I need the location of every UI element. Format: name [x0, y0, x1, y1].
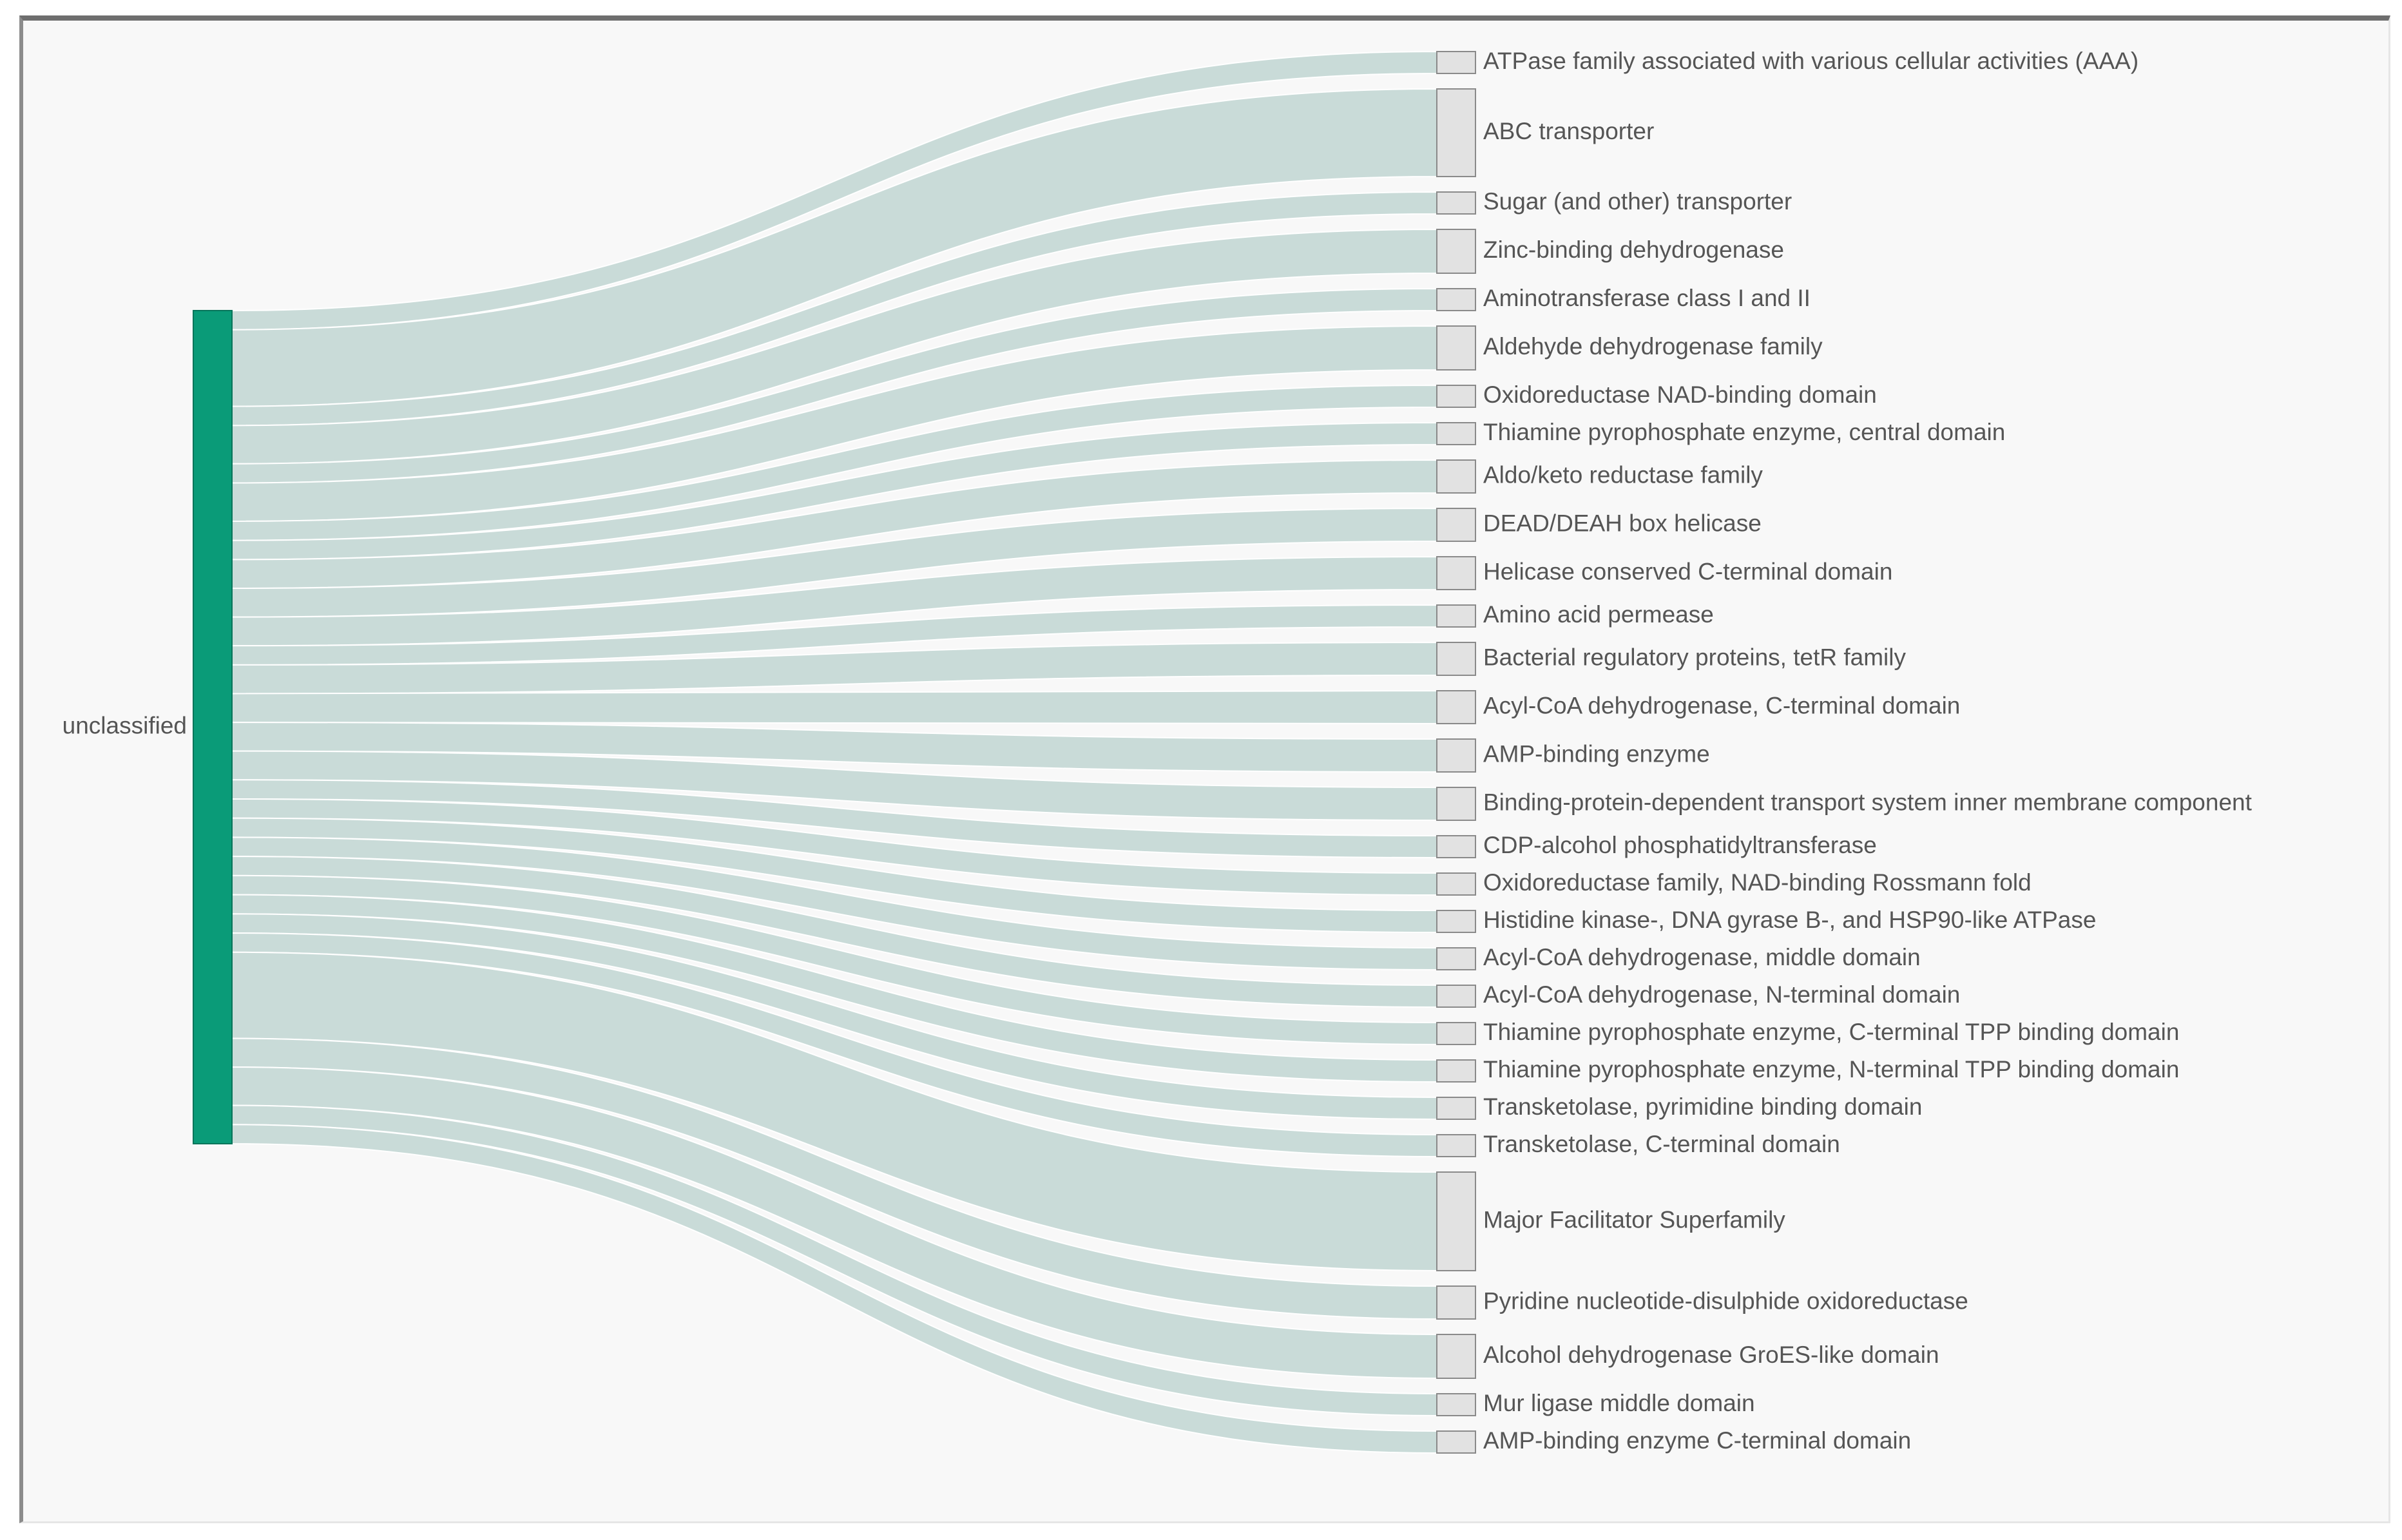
target-node[interactable]: [1436, 229, 1476, 274]
target-node-label: Acyl-CoA dehydrogenase, C-terminal domai…: [1483, 692, 1960, 718]
links-layer: [231, 50, 1437, 1454]
target-node[interactable]: [1436, 1334, 1476, 1379]
target-node-label: Aldehyde dehydrogenase family: [1483, 333, 1823, 360]
target-node[interactable]: [1436, 288, 1476, 311]
target-node-label: Bacterial regulatory proteins, tetR fami…: [1483, 644, 1906, 670]
source-node-unclassified[interactable]: [193, 310, 233, 1144]
target-node[interactable]: [1436, 1393, 1476, 1416]
target-node[interactable]: [1436, 910, 1476, 933]
target-node-label: Transketolase, C-terminal domain: [1483, 1131, 1840, 1157]
target-node[interactable]: [1436, 1022, 1476, 1045]
target-node-label: Mur ligase middle domain: [1483, 1390, 1755, 1416]
target-node[interactable]: [1436, 385, 1476, 408]
target-node-label: Thiamine pyrophosphate enzyme, central d…: [1483, 419, 2005, 445]
target-node-label: Amino acid permease: [1483, 601, 1714, 628]
target-node[interactable]: [1436, 738, 1476, 773]
target-node-label: Aminotransferase class I and II: [1483, 285, 1811, 311]
target-node-label: ABC transporter: [1483, 118, 1654, 144]
target-node[interactable]: [1436, 422, 1476, 445]
target-node-label: Acyl-CoA dehydrogenase, middle domain: [1483, 944, 1921, 970]
target-node-label: DEAD/DEAH box helicase: [1483, 510, 1762, 536]
target-node-label: AMP-binding enzyme: [1483, 740, 1710, 767]
target-node-label: Oxidoreductase NAD-binding domain: [1483, 381, 1877, 408]
target-node-label: Thiamine pyrophosphate enzyme, N-termina…: [1483, 1056, 2179, 1083]
target-node[interactable]: [1436, 1430, 1476, 1454]
target-node[interactable]: [1436, 459, 1476, 494]
target-node[interactable]: [1436, 88, 1476, 177]
target-node[interactable]: [1436, 690, 1476, 724]
target-node[interactable]: [1436, 556, 1476, 590]
target-node-label: Aldo/keto reductase family: [1483, 461, 1763, 488]
target-node-label: Oxidoreductase family, NAD-binding Rossm…: [1483, 869, 2032, 896]
target-node[interactable]: [1436, 787, 1476, 821]
target-node[interactable]: [1436, 872, 1476, 896]
target-node[interactable]: [1436, 604, 1476, 628]
target-node[interactable]: [1436, 1285, 1476, 1320]
target-node[interactable]: [1436, 835, 1476, 858]
nodes-layer: unclassified: [62, 310, 233, 1144]
target-node-label: ATPase family associated with various ce…: [1483, 48, 2138, 74]
target-node-label: Thiamine pyrophosphate enzyme, C-termina…: [1483, 1019, 2179, 1045]
target-node[interactable]: [1436, 1171, 1476, 1271]
target-node-label: Zinc-binding dehydrogenase: [1483, 236, 1784, 263]
source-node-label: unclassified: [62, 712, 187, 738]
target-node-label: Histidine kinase-, DNA gyrase B-, and HS…: [1483, 907, 2096, 933]
target-node-label: Sugar (and other) transporter: [1483, 188, 1792, 215]
target-node-label: AMP-binding enzyme C-terminal domain: [1483, 1427, 1911, 1454]
target-nodes-layer: ATPase family associated with various ce…: [1436, 48, 2253, 1454]
target-node[interactable]: [1436, 325, 1476, 371]
target-node[interactable]: [1436, 508, 1476, 542]
link-band[interactable]: [231, 689, 1437, 725]
target-node[interactable]: [1436, 985, 1476, 1008]
target-node[interactable]: [1436, 51, 1476, 74]
target-node[interactable]: [1436, 1134, 1476, 1157]
target-node[interactable]: [1436, 191, 1476, 215]
target-node-label: Binding-protein-dependent transport syst…: [1483, 789, 2253, 815]
target-node-label: Pyridine nucleotide-disulphide oxidoredu…: [1483, 1287, 1968, 1314]
target-node-label: CDP-alcohol phosphatidyltransferase: [1483, 832, 1877, 858]
target-node[interactable]: [1436, 947, 1476, 970]
target-node[interactable]: [1436, 642, 1476, 676]
target-node-label: Alcohol dehydrogenase GroES-like domain: [1483, 1342, 1939, 1368]
target-node[interactable]: [1436, 1059, 1476, 1083]
target-node-label: Helicase conserved C-terminal domain: [1483, 558, 1892, 584]
target-node-label: Major Facilitator Superfamily: [1483, 1206, 1785, 1233]
target-node[interactable]: [1436, 1097, 1476, 1120]
target-node-label: Transketolase, pyrimidine binding domain: [1483, 1093, 1922, 1120]
target-node-label: Acyl-CoA dehydrogenase, N-terminal domai…: [1483, 981, 1960, 1008]
